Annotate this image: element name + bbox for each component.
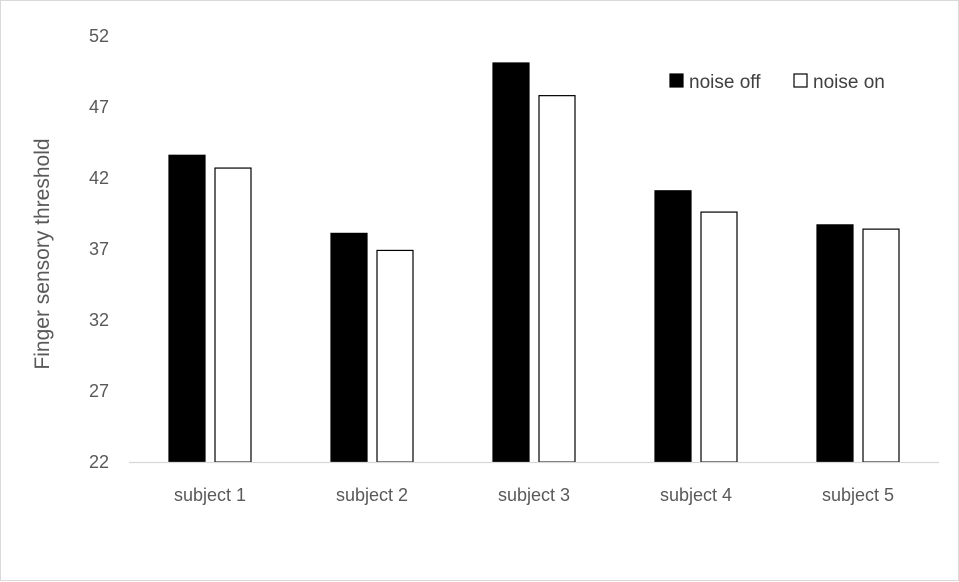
y-tick-label: 47 [89,97,109,117]
bar-noise-off [492,62,530,463]
y-axis-title: Finger sensory threshold [31,138,54,369]
y-axis-ticks: 22 27 32 37 42 47 52 [89,26,109,472]
legend-label-noise-on: noise on [813,72,885,93]
x-axis-ticks: subject 1 subject 2 subject 3 subject 4 subj… [174,485,894,505]
bar-noise-off [330,232,368,463]
bar-noise-on [214,167,252,463]
y-tick-label: 52 [89,26,109,46]
x-tick-label: subject 2 [336,485,408,505]
legend-swatch-noise-off [669,73,684,88]
bar-noise-on [538,95,576,463]
bar-noise-on [376,249,414,463]
y-tick-label: 42 [89,168,109,188]
y-tick-label: 37 [89,239,109,259]
legend: noise off noise on [669,72,885,93]
x-tick-label: subject 1 [174,485,246,505]
bar-noise-off [654,190,692,463]
bar-noise-on [862,228,900,463]
legend-label-noise-off: noise off [689,72,761,93]
bar-noise-off [816,224,854,463]
x-tick-label: subject 5 [822,485,894,505]
y-tick-label: 22 [89,452,109,472]
bars [168,62,900,463]
x-tick-label: subject 3 [498,485,570,505]
bar-noise-off [168,154,206,463]
x-tick-label: subject 4 [660,485,732,505]
bar-noise-on [700,211,738,463]
y-tick-label: 32 [89,310,109,330]
legend-swatch-noise-on [793,73,808,88]
y-tick-label: 27 [89,381,109,401]
